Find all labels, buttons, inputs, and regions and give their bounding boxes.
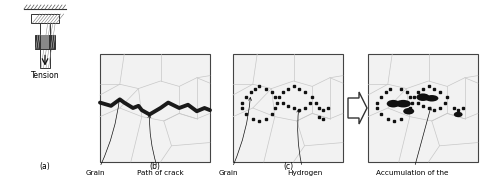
Bar: [35, 34, 55, 49]
Text: Grain
boundaries: Grain boundaries: [208, 98, 252, 176]
Bar: [100, 54, 210, 162]
Text: (b): (b): [150, 162, 160, 171]
Text: (a): (a): [40, 162, 50, 171]
Polygon shape: [348, 92, 367, 124]
Ellipse shape: [416, 93, 429, 101]
Bar: [41, 34, 49, 49]
Bar: [40, 23, 50, 68]
Text: Grain
boundaries: Grain boundaries: [75, 99, 121, 176]
Ellipse shape: [425, 95, 439, 102]
Text: Accumulation of the
hydrogen bubbles: Accumulation of the hydrogen bubbles: [376, 107, 448, 176]
Text: (c): (c): [283, 162, 293, 171]
Bar: [368, 54, 478, 162]
Ellipse shape: [403, 108, 414, 114]
Ellipse shape: [387, 100, 400, 108]
Ellipse shape: [396, 100, 411, 108]
Text: Hydrogen
bubbles: Hydrogen bubbles: [287, 109, 322, 176]
Bar: [31, 14, 59, 23]
Text: Path of crack
propagation: Path of crack propagation: [137, 115, 184, 176]
Text: Tension: Tension: [31, 71, 59, 80]
Bar: [233, 54, 343, 162]
Ellipse shape: [454, 112, 463, 117]
